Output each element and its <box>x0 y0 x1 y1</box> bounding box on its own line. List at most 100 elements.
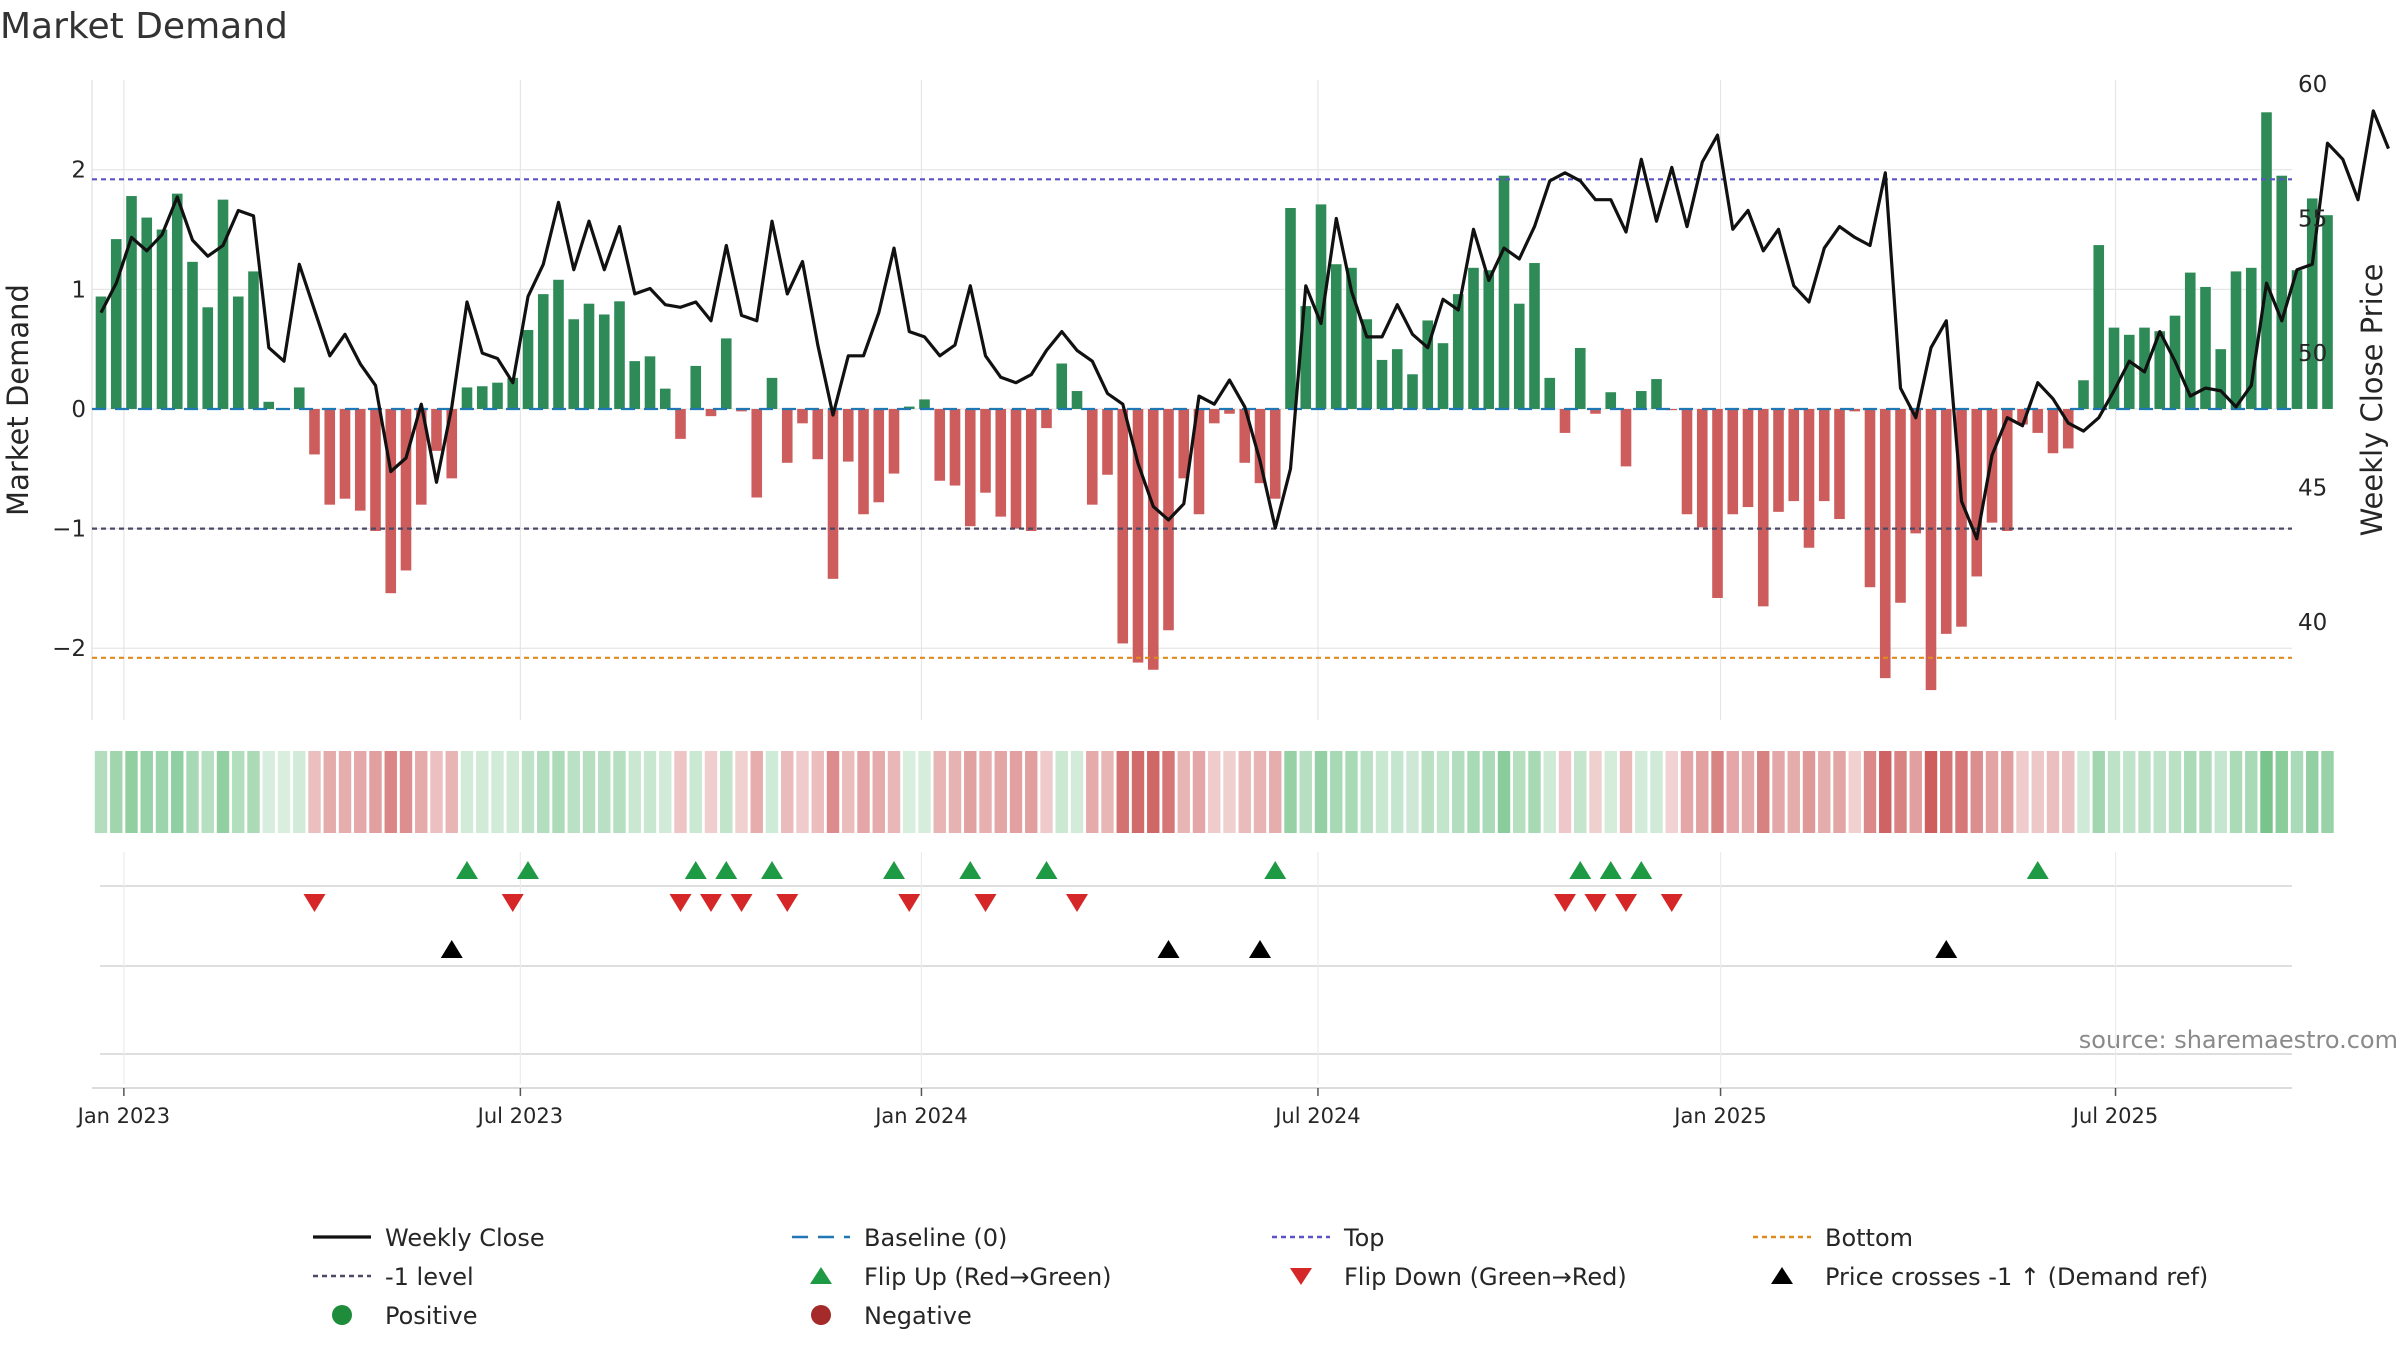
heat-cell <box>2168 751 2182 833</box>
heat-cell <box>1970 751 1983 833</box>
demand-bar <box>1971 408 1983 577</box>
heat-cell <box>1467 751 1480 833</box>
demand-bar <box>659 388 671 409</box>
x-tick-label: Jul 2023 <box>476 1104 563 1128</box>
heat-cell <box>1924 751 1938 833</box>
heat-cell <box>552 751 565 833</box>
heat-cell <box>1162 751 1175 833</box>
heat-cell <box>598 751 611 833</box>
legend: Weekly Close Baseline (0) Top Bottom -1 leve… <box>313 1224 2208 1330</box>
demand-heat-strip <box>94 751 2334 833</box>
heat-cell <box>2153 751 2166 833</box>
heat-cell <box>1116 751 1129 833</box>
legend-swatch <box>332 1305 352 1325</box>
heat-cell <box>2138 751 2151 833</box>
demand-bar <box>553 279 564 409</box>
heat-cell <box>1955 751 1968 833</box>
heat-cell <box>2184 751 2197 833</box>
right-tick-label: 55 <box>2298 207 2327 233</box>
demand-bar <box>171 193 183 409</box>
demand-bar <box>1041 408 1052 429</box>
heat-cell <box>1284 751 1297 833</box>
demand-bar <box>1529 263 1540 409</box>
demand-bar <box>2078 380 2089 409</box>
demand-bar <box>598 314 610 409</box>
demand-bar <box>2154 331 2166 409</box>
demand-bar <box>202 307 214 409</box>
heat-cell <box>1558 751 1572 833</box>
legend-swatch <box>811 1305 831 1325</box>
heat-cell <box>1818 751 1831 833</box>
flip-up-marker <box>684 861 707 879</box>
heat-cell <box>1589 751 1602 833</box>
demand-bar <box>461 387 473 409</box>
demand-bar <box>858 408 869 515</box>
demand-bar <box>156 229 168 409</box>
heat-cell <box>994 751 1007 833</box>
heat-cell <box>2229 751 2243 833</box>
demand-bar <box>675 408 686 439</box>
flip-down-marker <box>1584 894 1607 912</box>
demand-bar <box>1391 349 1403 409</box>
demand-bar <box>1940 408 1952 634</box>
demand-bar <box>492 382 503 409</box>
heat-cell <box>1787 751 1800 833</box>
flip-down-marker <box>898 894 921 912</box>
demand-bar <box>949 408 961 486</box>
heat-cell <box>903 751 916 833</box>
heat-cell <box>1909 751 1922 833</box>
demand-bar <box>934 408 946 481</box>
demand-bar <box>995 408 1007 517</box>
heat-cell <box>125 751 138 833</box>
demand-bar <box>1635 391 1647 409</box>
heat-cell <box>2031 751 2044 833</box>
demand-bar <box>1071 391 1083 409</box>
heat-cell <box>689 751 702 833</box>
heat-cell <box>1238 751 1251 833</box>
heat-cell <box>720 751 733 833</box>
demand-bar <box>1605 392 1617 409</box>
legend-label: Flip Up (Red→Green) <box>864 1263 1112 1291</box>
heat-cell <box>1040 751 1053 833</box>
heat-cell <box>491 751 504 833</box>
demand-bar <box>797 408 808 424</box>
right-tick-label: 60 <box>2298 72 2327 98</box>
demand-bar <box>1544 377 1556 409</box>
demand-bar <box>370 408 381 531</box>
heat-cell <box>948 751 962 833</box>
demand-bar <box>446 408 458 479</box>
heat-cell <box>369 751 382 833</box>
heat-cell <box>1543 751 1556 833</box>
heat-cell <box>430 751 443 833</box>
heat-cell <box>1360 751 1373 833</box>
heat-cell <box>2016 751 2029 833</box>
heat-cell <box>2306 751 2319 833</box>
heat-cell <box>1391 751 1404 833</box>
demand-bar <box>1818 408 1830 502</box>
x-axis-ticks: Jan 2023 Jul 2023 Jan 2024 Jul 2024 Jan 2025… <box>76 1088 2158 1128</box>
reference-levels <box>92 178 2292 659</box>
weekly-close-line <box>99 109 2390 541</box>
demand-bar <box>324 408 336 505</box>
demand-bar <box>1361 319 1373 409</box>
heat-cell <box>1848 751 1861 833</box>
heat-cell <box>2046 751 2060 833</box>
heat-cell <box>1299 751 1312 833</box>
demand-bar <box>2047 408 2059 454</box>
demand-bar <box>1696 408 1708 528</box>
heat-cell <box>567 751 580 833</box>
heat-cell <box>1741 751 1755 833</box>
demand-bar <box>1803 408 1815 548</box>
heat-cell <box>674 751 687 833</box>
heat-cell <box>277 751 291 833</box>
heat-cell <box>2245 751 2258 833</box>
demand-bar <box>141 217 153 409</box>
demand-bar <box>1452 294 1464 409</box>
heat-cell <box>201 751 214 833</box>
demand-bar <box>1925 408 1937 691</box>
heat-cell <box>750 751 763 833</box>
demand-bar <box>1025 408 1037 531</box>
chart-title: Market Demand <box>0 6 288 47</box>
heat-cell <box>110 751 123 833</box>
heat-cell <box>1223 751 1236 833</box>
